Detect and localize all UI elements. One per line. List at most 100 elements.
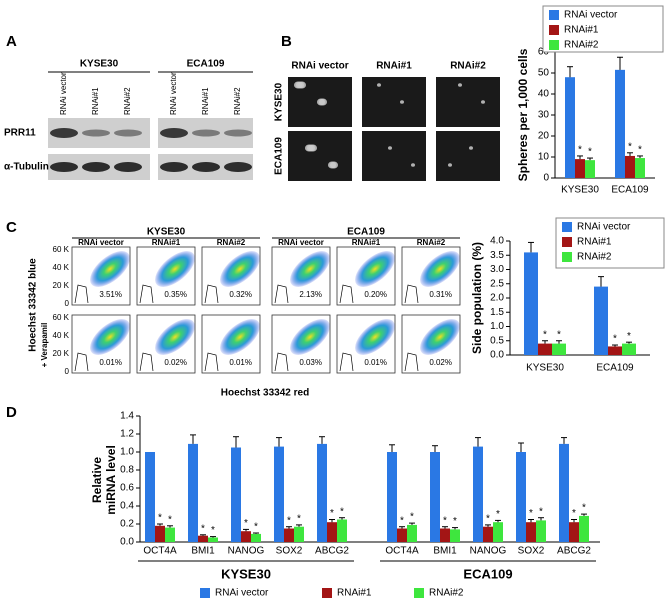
density	[420, 251, 460, 287]
bar	[317, 443, 327, 542]
y-tick-label: 10	[538, 152, 550, 163]
density	[90, 319, 130, 355]
gate	[74, 284, 89, 304]
sphere	[319, 98, 327, 106]
error-bar	[432, 445, 438, 452]
bar	[585, 160, 595, 178]
sphere	[309, 144, 317, 152]
error-bar	[627, 152, 633, 156]
legend-swatch	[414, 588, 424, 598]
significance: *	[539, 506, 543, 517]
bar	[622, 343, 636, 355]
legend-label: RNAi#2	[577, 252, 612, 263]
error-bar	[637, 155, 643, 159]
bar	[440, 528, 450, 542]
density	[155, 251, 195, 287]
y-tick-label: 1.2	[120, 429, 134, 440]
significance: *	[297, 514, 301, 525]
bar	[241, 531, 251, 542]
density	[355, 319, 395, 355]
bar	[575, 159, 585, 178]
error-bar	[452, 527, 458, 530]
flow-tick-label: 0	[65, 367, 70, 376]
bar	[483, 526, 493, 542]
legend-label: RNAi vector	[215, 588, 269, 599]
sp-percentage: 2.13%	[299, 290, 322, 299]
error-bar	[561, 437, 567, 444]
legend-label: RNAi vector	[577, 222, 631, 233]
flow-tick-label: 40 K	[53, 263, 70, 272]
axis-title: miRNA level	[104, 445, 118, 515]
column-label: RNAi#1	[152, 238, 181, 247]
significance: *	[628, 141, 632, 152]
group-label: KYSE30	[147, 227, 186, 238]
y-tick-label: 2.0	[490, 293, 504, 304]
density	[220, 251, 260, 287]
axis-title: Hoechst 33342 red	[221, 388, 309, 399]
legend-label: RNAi#2	[429, 588, 464, 599]
row-label: PRR11	[4, 128, 36, 139]
micrograph	[436, 77, 500, 127]
column-label: RNAi#2	[217, 238, 246, 247]
sphere	[481, 100, 485, 104]
sp-percentage: 0.02%	[164, 358, 187, 367]
sp-percentage: 0.20%	[364, 290, 387, 299]
error-bar	[538, 517, 544, 521]
x-tick-label: SOX2	[518, 546, 545, 557]
legend-box	[542, 5, 664, 53]
bar	[155, 525, 165, 542]
y-tick-label: 3.0	[490, 264, 504, 275]
y-tick-label: 0.0	[120, 537, 134, 548]
significance: *	[400, 515, 404, 526]
bar	[397, 528, 407, 542]
error-bar	[329, 519, 335, 523]
gate	[404, 352, 419, 372]
sp-percentage: 0.01%	[364, 358, 387, 367]
group-label: KYSE30	[80, 59, 119, 70]
x-tick-label: BMI1	[433, 546, 457, 557]
micrograph	[362, 131, 426, 181]
significance: *	[340, 506, 344, 517]
row-label: KYSE30	[274, 82, 285, 121]
significance: *	[557, 329, 561, 340]
bar	[559, 443, 569, 542]
micrograph	[436, 131, 500, 181]
density	[420, 319, 460, 355]
error-bar	[571, 519, 577, 523]
legend-label: RNAi#2	[564, 40, 599, 51]
lane-label: RNAi#2	[233, 87, 242, 115]
significance: *	[330, 508, 334, 519]
flow-tick-label: 0	[65, 299, 70, 308]
error-bar	[200, 534, 206, 536]
group-label: ECA109	[463, 566, 512, 581]
significance: *	[572, 508, 576, 519]
bar	[526, 522, 536, 542]
blot-band	[50, 162, 78, 172]
gate	[139, 352, 154, 372]
sphere	[377, 83, 381, 87]
y-tick-label: 0.4	[120, 501, 134, 512]
bar	[294, 526, 304, 542]
error-bar	[157, 523, 163, 526]
blot-band	[192, 162, 220, 172]
error-bar	[598, 276, 604, 287]
bar	[145, 452, 155, 542]
error-bar	[276, 437, 282, 447]
axis-title: Spheres per 1,000 cells	[516, 48, 530, 181]
legend-label: RNAi vector	[564, 10, 618, 21]
significance: *	[588, 147, 592, 158]
error-bar	[626, 341, 632, 344]
error-bar	[485, 524, 491, 527]
significance: *	[613, 334, 617, 345]
column-label: RNAi#1	[376, 61, 412, 72]
legend-label: RNAi#1	[564, 25, 599, 36]
bar	[251, 533, 261, 542]
bar	[493, 522, 503, 542]
y-tick-label: 1.4	[120, 411, 134, 422]
significance: *	[211, 525, 215, 536]
gate	[74, 352, 89, 372]
y-tick-label: 2.5	[490, 278, 504, 289]
sp-percentage: 3.51%	[99, 290, 122, 299]
gate	[274, 352, 289, 372]
significance: *	[627, 331, 631, 342]
